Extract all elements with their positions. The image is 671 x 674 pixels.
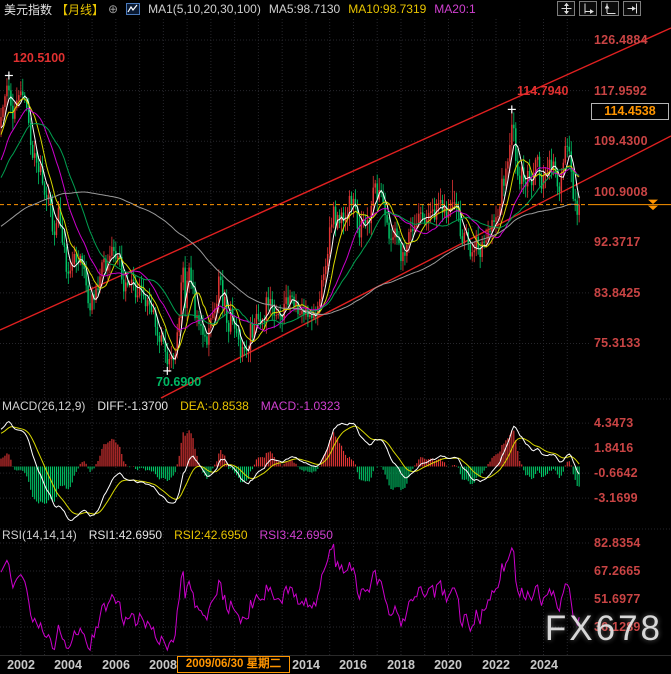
ma-settings-label[interactable]: MA1(5,10,20,30,100)	[148, 2, 261, 16]
scale-y-icon	[584, 3, 594, 14]
current-price-marker	[648, 199, 658, 205]
macd-axis-label: -3.1699	[594, 491, 638, 505]
time-axis-year-label: 2002	[7, 658, 35, 672]
price-axis-label: 75.3133	[594, 336, 641, 350]
go-to-latest-icon	[627, 3, 637, 14]
diff-line	[0, 421, 580, 522]
trendline-lower-channel	[160, 135, 671, 399]
candles-layer	[0, 75, 580, 372]
ma10-value: MA10:98.7319	[348, 2, 427, 16]
price-axis-label: 109.4300	[594, 134, 648, 148]
pan-icon	[561, 3, 571, 14]
rsi-header: RSI(14,14,14) RSI1:42.6950 RSI2:42.6950 …	[2, 528, 333, 542]
rsi-axis-label: 67.2665	[594, 564, 641, 578]
time-axis-year-label: 2004	[54, 658, 82, 672]
crosshair-price-box: 114.4538	[591, 103, 669, 120]
price-axis-label: 126.4884	[594, 33, 648, 47]
macd-settings-label[interactable]: MACD(26,12,9)	[2, 399, 86, 413]
annotation-low: 70.6900	[156, 375, 202, 389]
macd-axis-label: 1.8416	[594, 441, 634, 455]
watermark: FX678	[544, 609, 663, 648]
time-axis-year-label: 2018	[387, 658, 415, 672]
time-axis-year-label: 2020	[434, 658, 462, 672]
scale-x-icon	[604, 3, 615, 14]
ma5-line	[0, 95, 580, 360]
rsi-layer	[0, 543, 580, 652]
macd-value: MACD:-1.0323	[260, 399, 341, 413]
add-indicator-icon[interactable]: ⊕	[108, 2, 119, 16]
trend-lines	[0, 27, 671, 399]
scale-x-button[interactable]	[601, 1, 619, 16]
time-axis-year-label: 2006	[102, 658, 130, 672]
period-label[interactable]: 【月线】	[56, 2, 105, 17]
header-bar: 美元指数 【月线】 ⊕ MA1(5,10,20,30,100) MA5:98.7…	[0, 0, 671, 18]
ma20-value: MA20:1	[434, 2, 476, 16]
price-axis-label: 117.9592	[594, 84, 648, 98]
ma10-line	[0, 98, 580, 351]
chart-type-icon[interactable]	[126, 3, 141, 15]
rsi-axis-label: 51.6977	[594, 592, 641, 606]
macd-dea-value: DEA:-0.8538	[180, 399, 249, 413]
trendline-upper-channel	[0, 27, 671, 331]
time-axis-year-label: 2014	[292, 658, 320, 672]
macd-axis-label: -0.6642	[594, 466, 638, 480]
ma30-line	[0, 122, 580, 326]
rsi2-value: RSI2:42.6950	[174, 528, 248, 542]
annotation-right-high: 114.7940	[517, 84, 569, 98]
time-axis-year-label: 2024	[530, 658, 558, 672]
dea-line	[0, 425, 580, 515]
rsi-settings-label[interactable]: RSI(14,14,14)	[2, 528, 77, 542]
time-axis-year-label: 2022	[482, 658, 510, 672]
ma100-line	[0, 191, 580, 316]
price-axis-label: 83.8425	[594, 286, 641, 300]
ma20-line	[0, 107, 580, 332]
macd-axis-label: 4.3473	[594, 416, 634, 430]
crosshair-date-box: 2009/06/30 星期二	[177, 656, 290, 673]
time-axis-year-label: 2008	[149, 658, 177, 672]
macd-diff-value: DIFF:-1.3700	[97, 399, 169, 413]
price-axis-label: 100.9008	[594, 185, 648, 199]
annotation-left-high: 120.5100	[13, 51, 66, 65]
go-to-latest-button[interactable]	[623, 1, 641, 16]
chart-toolbar	[557, 1, 641, 16]
rsi-axis-label: 82.8354	[594, 536, 641, 550]
macd-header: MACD(26,12,9) DIFF:-1.3700 DEA:-0.8538 M…	[2, 399, 340, 413]
time-axis-year-label: 2016	[339, 658, 367, 672]
symbol-label: 美元指数	[4, 2, 53, 17]
ma5-value: MA5:98.7130	[268, 2, 341, 16]
rsi-axis-label: 36.1289	[594, 620, 641, 634]
price-axis-label: 92.3717	[594, 235, 641, 249]
time-axis[interactable]	[0, 655, 671, 674]
pan-tool-button[interactable]	[557, 1, 575, 16]
rsi1-value: RSI1:42.6950	[88, 528, 163, 542]
rsi3-value: RSI3:42.6950	[259, 528, 333, 542]
rsi-line	[0, 543, 580, 652]
scale-y-button[interactable]	[579, 1, 597, 16]
macd-layer	[0, 421, 580, 522]
grid-lines	[0, 19, 671, 655]
